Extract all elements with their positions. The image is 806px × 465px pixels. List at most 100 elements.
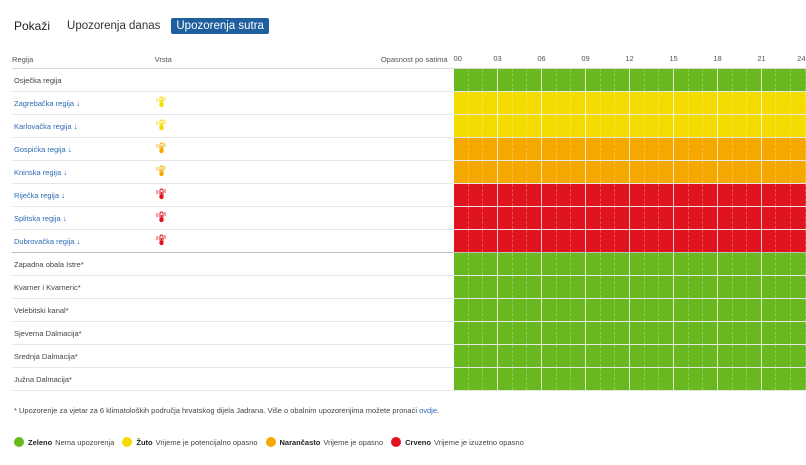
hour-cell	[716, 298, 733, 322]
hour-cell	[688, 206, 704, 230]
hour-scale-header: 00 03 06 09 12 15 18 21 24	[453, 51, 806, 69]
region-name[interactable]: Splitska regija	[14, 213, 61, 223]
hour-cell	[716, 206, 733, 230]
hour-cell	[644, 367, 660, 391]
hour-cell	[732, 321, 748, 345]
tab-warnings-tomorrow[interactable]: Upozorenja sutra	[171, 18, 269, 34]
hour-cell	[688, 183, 704, 207]
arrow-down-icon[interactable]: ↓	[61, 190, 66, 200]
arrow-down-icon[interactable]: ↓	[76, 98, 81, 108]
type-cell	[154, 344, 349, 368]
hour-cell	[790, 275, 806, 299]
hour-cell	[468, 91, 484, 115]
hour-cell	[526, 68, 542, 92]
hour-cell	[672, 91, 689, 115]
hour-cell	[540, 114, 557, 138]
hour-cell	[556, 160, 572, 184]
hour-cell	[468, 321, 484, 345]
hour-cell	[512, 344, 528, 368]
hour-cell	[482, 367, 498, 391]
region-name: Kvarner i Kvarneric*	[14, 282, 81, 292]
hour-cell	[497, 321, 513, 345]
hour-cell	[497, 252, 513, 276]
thermometer-red-icon	[155, 234, 167, 246]
region-cell[interactable]: Gospićka regija ↓	[12, 137, 155, 161]
hour-cell	[716, 68, 733, 92]
hour-cell	[497, 91, 513, 115]
tab-warnings-today[interactable]: Upozorenja danas	[67, 20, 161, 32]
hour-cell	[584, 91, 601, 115]
arrow-down-icon[interactable]: ↓	[63, 167, 68, 177]
hour-cell	[600, 275, 616, 299]
thermometer-orange-icon	[155, 165, 167, 177]
hour-cell	[540, 137, 557, 161]
region-name[interactable]: Gospićka regija	[14, 144, 66, 154]
danger-label-cell	[348, 321, 454, 345]
hour-cell	[497, 275, 513, 299]
legend-level-description: Vrijeme je opasno	[323, 437, 384, 447]
hour-cell	[760, 68, 777, 92]
hour-cell	[702, 160, 718, 184]
hour-cell	[775, 206, 792, 230]
region-cell[interactable]: Karlovačka regija ↓	[12, 114, 155, 138]
legend-level-description: Vrijeme je izuzetno opasno	[433, 437, 524, 447]
legend-level-name: Narančasto	[279, 437, 321, 447]
hour-cell	[672, 206, 689, 230]
hour-cell	[716, 160, 733, 184]
hour-cell	[614, 275, 630, 299]
hour-cell	[584, 183, 601, 207]
hour-cell	[628, 183, 645, 207]
hour-cell	[732, 229, 748, 253]
region-cell[interactable]: Riječka regija ↓	[12, 183, 155, 207]
region-cell[interactable]: Dubrovačka regija ↓	[12, 229, 155, 253]
hour-cell	[702, 68, 718, 92]
region-name[interactable]: Zagrebačka regija	[14, 98, 75, 108]
hour-cell	[614, 68, 630, 92]
region-cell[interactable]: Kninska regija ↓	[12, 160, 155, 184]
hour-cell	[556, 183, 572, 207]
hour-cell	[628, 298, 645, 322]
table-row: Zapadna obala Istre*	[12, 252, 806, 276]
danger-label-cell	[348, 91, 454, 115]
hour-cell	[540, 91, 557, 115]
hour-cell	[570, 252, 586, 276]
danger-label-cell	[348, 160, 454, 184]
hour-label: 21	[757, 54, 766, 63]
hour-cell	[584, 68, 601, 92]
hour-cell	[628, 275, 645, 299]
region-name[interactable]: Kninska regija	[14, 167, 62, 177]
hour-cell	[556, 275, 572, 299]
table-row: Zagrebačka regija ↓	[12, 91, 806, 115]
hour-cell	[468, 183, 484, 207]
hour-cell	[556, 252, 572, 276]
arrow-down-icon[interactable]: ↓	[67, 144, 72, 154]
region-cell[interactable]: Zagrebačka regija ↓	[12, 91, 155, 115]
table-row: Južna Dalmacija*	[12, 367, 806, 391]
hour-cell	[468, 229, 484, 253]
hour-cell	[688, 367, 704, 391]
hour-cell	[732, 344, 748, 368]
region-name[interactable]: Karlovačka regija	[14, 121, 72, 131]
table-row: Kvarner i Kvarneric*	[12, 275, 806, 299]
region-name[interactable]: Riječka regija	[14, 190, 60, 200]
hour-cell	[497, 367, 513, 391]
hour-cell	[453, 183, 469, 207]
region-name[interactable]: Dubrovačka regija	[14, 236, 75, 246]
hour-cell	[644, 114, 660, 138]
hour-cell	[732, 160, 748, 184]
hour-cell	[672, 275, 689, 299]
legend-item: Zeleno Nema upozorenja	[14, 437, 114, 447]
hour-label: 18	[713, 54, 722, 63]
danger-label-cell	[348, 275, 454, 299]
hour-cell	[540, 298, 557, 322]
arrow-down-icon[interactable]: ↓	[76, 236, 81, 246]
hour-cell	[512, 367, 528, 391]
hour-cell	[775, 344, 792, 368]
hour-cell	[672, 298, 689, 322]
arrow-down-icon[interactable]: ↓	[73, 121, 78, 131]
footnote-link[interactable]: ovdje	[419, 406, 438, 415]
region-cell[interactable]: Splitska regija ↓	[12, 206, 155, 230]
hour-cell	[702, 114, 718, 138]
arrow-down-icon[interactable]: ↓	[62, 213, 67, 223]
hour-label: 09	[581, 54, 590, 63]
